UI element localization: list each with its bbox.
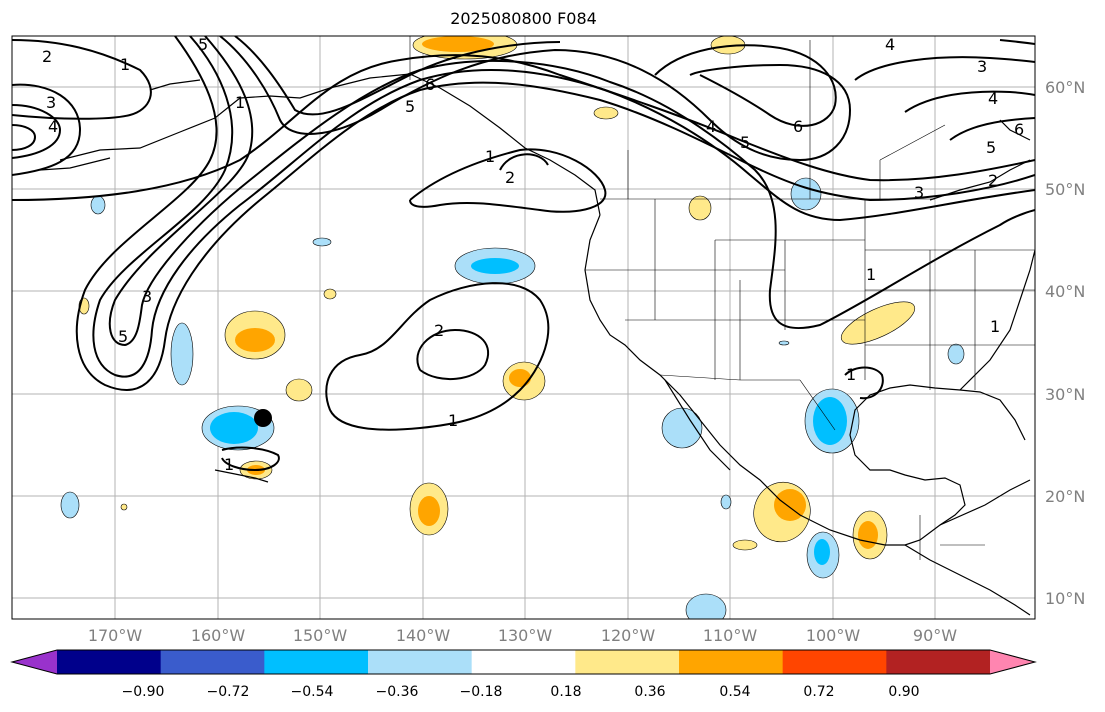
contour-label: 5 bbox=[405, 97, 415, 116]
colorbar-tick-label: −0.18 bbox=[459, 684, 503, 700]
colorbar-tick-label: −0.54 bbox=[290, 684, 334, 700]
colorbar-segment bbox=[57, 650, 162, 674]
lon-label: 170°W bbox=[87, 626, 143, 645]
contour-label: 3 bbox=[914, 183, 924, 202]
colorbar-outline bbox=[10, 649, 1037, 675]
lat-label: 50°N bbox=[1045, 180, 1086, 199]
colorbar-tick-label: 0.72 bbox=[803, 684, 835, 700]
colorbar-tick-label: −0.72 bbox=[206, 684, 250, 700]
colorbar-segment bbox=[575, 650, 680, 674]
contour-label: 3 bbox=[977, 57, 987, 76]
contour-label: 1 bbox=[224, 455, 234, 474]
lon-label: 140°W bbox=[395, 626, 451, 645]
contour-label: 4 bbox=[885, 35, 895, 54]
contour-label: 1 bbox=[846, 365, 856, 384]
contour-label-group: 2 1 3 4 5 1 6 5 1 2 3 5 2 1 1 4 5 6 4 3 bbox=[42, 35, 1024, 474]
contour-label: 2 bbox=[988, 171, 998, 190]
contour-label: 1 bbox=[448, 411, 458, 430]
contour-label: 4 bbox=[706, 117, 716, 136]
lon-label: 150°W bbox=[292, 626, 348, 645]
lat-label: 20°N bbox=[1045, 487, 1086, 506]
lon-label: 100°W bbox=[805, 626, 861, 645]
lon-label: 130°W bbox=[497, 626, 553, 645]
contour-label: 1 bbox=[120, 55, 130, 74]
lon-label: 160°W bbox=[190, 626, 246, 645]
contour-label: 5 bbox=[198, 35, 208, 54]
map-title: 2025080800 F084 bbox=[450, 9, 597, 28]
contour-label: 3 bbox=[142, 287, 152, 306]
contour-label: 4 bbox=[48, 117, 58, 136]
colorbar-tick-label: 0.90 bbox=[888, 684, 920, 700]
map-frame bbox=[11, 35, 1036, 620]
graticule bbox=[12, 36, 1035, 619]
contour-label: 5 bbox=[118, 327, 128, 346]
colorbar bbox=[10, 649, 1037, 675]
contour-label: 6 bbox=[1014, 120, 1024, 139]
colorbar-tick-label: −0.90 bbox=[121, 684, 165, 700]
lat-label: 60°N bbox=[1045, 78, 1086, 97]
colorbar-tick-label: 0.36 bbox=[634, 684, 666, 700]
contour-label: 2 bbox=[434, 321, 444, 340]
lon-label: 90°W bbox=[912, 626, 958, 645]
colorbar-tick-label: −0.36 bbox=[375, 684, 419, 700]
lat-label: 10°N bbox=[1045, 589, 1086, 608]
colorbar-segment bbox=[679, 650, 784, 674]
contour-lines bbox=[12, 36, 1035, 472]
colorbar-segment bbox=[160, 650, 265, 674]
coastlines bbox=[39, 73, 1035, 616]
contour-label: 1 bbox=[485, 147, 495, 166]
colorbar-segment bbox=[782, 650, 887, 674]
lon-label: 110°W bbox=[702, 626, 758, 645]
colorbar-segment bbox=[471, 650, 576, 674]
lat-label: 30°N bbox=[1045, 385, 1086, 404]
lon-label: 120°W bbox=[600, 626, 656, 645]
contour-label: 6 bbox=[793, 117, 803, 136]
colorbar-segment bbox=[886, 650, 991, 674]
contour-label: 2 bbox=[505, 168, 515, 187]
contour-label: 5 bbox=[740, 133, 750, 152]
colorbar-segment bbox=[264, 650, 369, 674]
contour-label: 2 bbox=[42, 47, 52, 66]
contour-label: 4 bbox=[988, 89, 998, 108]
colorbar-tick-label: 0.18 bbox=[550, 684, 582, 700]
colorbar-extend-max bbox=[990, 650, 1035, 674]
contour-label: 6 bbox=[425, 75, 435, 94]
contour-label: 1 bbox=[235, 93, 245, 112]
colorbar-segment bbox=[368, 650, 473, 674]
station-marker bbox=[254, 409, 272, 427]
contour-label: 5 bbox=[986, 138, 996, 157]
contour-label: 1 bbox=[866, 265, 876, 284]
colorbar-extend-min bbox=[12, 650, 57, 674]
contour-label: 3 bbox=[46, 93, 56, 112]
lat-label: 40°N bbox=[1045, 282, 1086, 301]
colorbar-tick-label: 0.54 bbox=[719, 684, 751, 700]
contour-label: 1 bbox=[990, 317, 1000, 336]
